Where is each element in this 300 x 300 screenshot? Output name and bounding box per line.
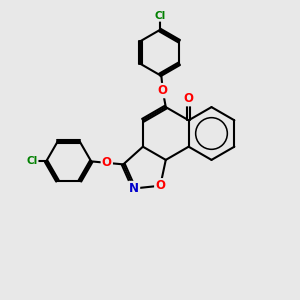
Text: O: O bbox=[155, 179, 165, 192]
Text: Cl: Cl bbox=[154, 11, 165, 21]
Text: O: O bbox=[158, 84, 168, 97]
Text: Cl: Cl bbox=[26, 156, 38, 167]
Text: N: N bbox=[129, 182, 139, 195]
Text: O: O bbox=[184, 92, 194, 105]
Text: O: O bbox=[102, 156, 112, 170]
